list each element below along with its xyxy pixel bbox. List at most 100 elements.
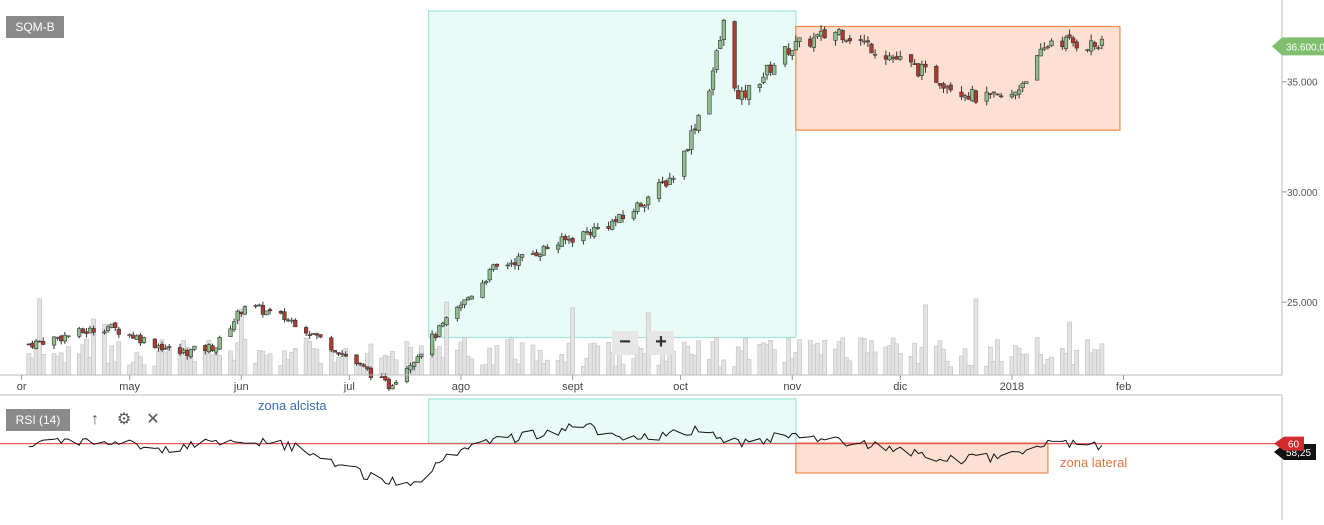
rsi-line [28, 422, 1103, 487]
candle-body [912, 63, 917, 65]
rsi-level-text: 60 [1288, 440, 1300, 451]
candle-body [534, 252, 539, 257]
candle-body [80, 328, 85, 333]
candle-body [217, 337, 222, 350]
candle-body [354, 354, 359, 364]
candle-body [494, 263, 500, 267]
candle-body [822, 29, 827, 39]
candle-body [592, 227, 597, 237]
candle-body [239, 311, 244, 315]
candle-body [732, 21, 737, 89]
bull-zone-label: zona alcista [258, 398, 327, 413]
candle-body [570, 238, 575, 243]
zoom-in-button[interactable]: + [648, 331, 674, 355]
volume-bar [519, 342, 525, 376]
candle-body [311, 333, 316, 335]
candle-body [941, 83, 946, 89]
candle-body [1017, 89, 1022, 95]
ticker-badge[interactable]: SQM-B [6, 16, 64, 38]
candle-body [613, 219, 618, 222]
candle-body [509, 262, 514, 265]
candle-body [1096, 47, 1101, 49]
lateral-zone-label: zona lateral [1060, 455, 1128, 470]
candle-body [181, 349, 186, 353]
candle-body [444, 317, 449, 326]
candle-body [1049, 40, 1054, 46]
candle-body [797, 37, 802, 42]
candle-body [419, 353, 424, 358]
candle-body [66, 335, 71, 338]
candle-body [440, 322, 446, 327]
y-tick-label: 25.000 [1287, 298, 1318, 309]
candle-body [844, 39, 849, 42]
candle-body [505, 264, 510, 267]
candle-body [318, 334, 323, 338]
candle-body [840, 30, 845, 41]
candle-body [664, 180, 669, 187]
volume-bar [897, 353, 903, 376]
close-icon[interactable]: ✕ [146, 411, 160, 428]
y-tick-label: 35.000 [1287, 78, 1318, 89]
candle-body [1045, 46, 1051, 49]
volume-bar [166, 347, 172, 376]
volume-bar [242, 339, 248, 376]
rsi-indicator-badge[interactable]: RSI (14) [6, 409, 70, 431]
volume-bar [192, 361, 197, 376]
candle-body [361, 364, 366, 367]
candle-body [332, 350, 338, 353]
candle-body [336, 352, 341, 355]
candle-body [790, 49, 795, 56]
candle-body [520, 254, 525, 258]
candle-body [682, 150, 687, 177]
candle-body [455, 306, 460, 319]
volume-bar [292, 348, 298, 376]
volume-bar [1024, 353, 1029, 376]
volume-bar [469, 358, 475, 376]
candle-body [1060, 40, 1065, 48]
candle-body [260, 304, 265, 315]
volume-bar [595, 345, 601, 376]
candle-body [869, 43, 874, 54]
candle-body [512, 262, 518, 266]
last-price-text: 36.600,0 [1286, 42, 1324, 53]
candle-body [764, 65, 770, 76]
volume-bar [66, 346, 71, 376]
candle-body [1038, 48, 1043, 57]
candle-body [707, 90, 712, 115]
x-tick-label: oct [673, 381, 688, 393]
candle-body [408, 365, 413, 371]
candle-body [847, 38, 852, 42]
arrow-up-icon[interactable]: ↑ [91, 411, 99, 428]
candle-body [660, 181, 665, 183]
candle-body [358, 362, 363, 365]
candle-body [581, 231, 586, 242]
candle-body [808, 38, 813, 47]
candle-body [365, 366, 370, 370]
gear-icon[interactable]: ⚙ [116, 411, 132, 428]
candle-body [1013, 91, 1018, 96]
candle-body [970, 89, 975, 102]
candle-body [883, 55, 888, 60]
candle-body [746, 85, 752, 100]
candle-body [368, 367, 374, 378]
candle-body [1085, 49, 1090, 51]
candle-body [113, 322, 118, 328]
candle-body [267, 309, 273, 312]
x-tick-label: jul [343, 381, 355, 393]
volume-bar [771, 349, 777, 376]
candle-body [714, 50, 719, 70]
candle-body [563, 236, 568, 241]
candle-body [285, 319, 291, 322]
candle-body [116, 328, 121, 335]
volume-bar [444, 301, 449, 376]
candle-body [30, 342, 35, 348]
candle-body [177, 347, 183, 354]
zoom-out-button[interactable]: − [612, 331, 638, 355]
candle-body [131, 334, 136, 339]
candle-body [995, 93, 1000, 96]
candle-body [782, 46, 788, 65]
